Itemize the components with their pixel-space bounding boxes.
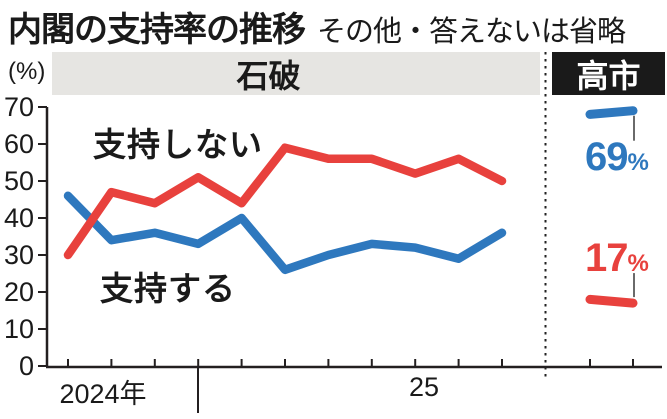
y-tick-label: 0 — [19, 351, 34, 381]
series-label-disapprove: 支持しない — [93, 126, 263, 163]
callout-approve-percent-sign: % — [627, 149, 649, 176]
y-tick-label: 30 — [4, 240, 34, 270]
callout-disapprove: 17% — [585, 238, 649, 278]
period-band-ishiba: 石破 — [52, 52, 540, 95]
x-axis-year-25: 25 — [408, 372, 440, 402]
y-tick-label: 50 — [4, 166, 34, 196]
callout-disapprove-percent-sign: % — [627, 250, 649, 277]
y-tick-label: 60 — [4, 129, 34, 159]
takaichi-disapprove-segment — [585, 294, 638, 308]
takaichi-approve-segment — [585, 106, 638, 119]
x-axis-year-2024: 2024年 — [59, 379, 147, 409]
y-tick-label: 10 — [4, 314, 34, 344]
approve-line — [63, 191, 507, 275]
callout-disapprove-value: 17 — [585, 236, 628, 280]
period-box-takaichi: 高市 — [552, 52, 665, 95]
series-label-approve: 支持する — [100, 270, 236, 307]
chart-header: 内閣の支持率の推移 その他・答えないは省略 — [8, 2, 626, 51]
callout-approve-value: 69 — [585, 135, 628, 179]
period-label-ishiba: 石破 — [236, 57, 301, 94]
period-label-takaichi: 高市 — [576, 57, 641, 94]
y-tick-label: 20 — [4, 277, 34, 307]
y-tick-label: 70 — [4, 92, 34, 122]
y-tick-label: 40 — [4, 203, 34, 233]
y-axis-unit-label: (%) — [8, 58, 46, 85]
chart-subtitle: その他・答えないは省略 — [317, 16, 626, 48]
callout-approve: 69% — [585, 137, 649, 177]
disapprove-line — [63, 143, 507, 260]
chart-title: 内閣の支持率の推移 — [8, 11, 306, 49]
